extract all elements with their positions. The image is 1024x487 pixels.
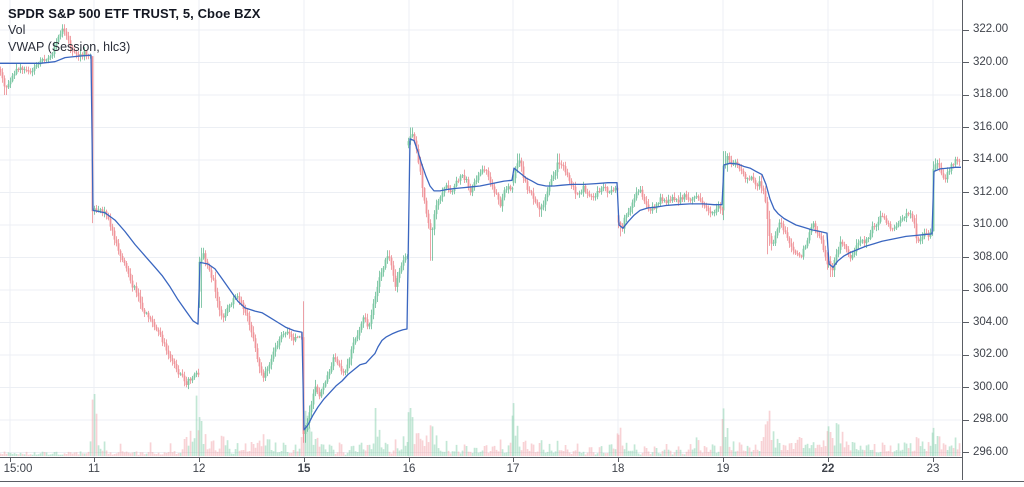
price-tick <box>963 224 969 226</box>
price-tick <box>963 452 969 453</box>
price-tick <box>963 192 969 193</box>
price-tick-label: 308.00 <box>973 250 1009 263</box>
time-tick <box>618 458 619 462</box>
price-tick-label: 304.00 <box>973 315 1009 328</box>
price-tick-label: 320.00 <box>973 55 1009 68</box>
price-tick <box>963 29 969 31</box>
time-tick-label: 18 <box>611 463 625 475</box>
time-tick <box>409 458 410 462</box>
time-tick <box>933 458 934 462</box>
price-tick <box>963 387 969 388</box>
volume-bars <box>0 392 961 456</box>
price-tick-label: 316.00 <box>973 120 1009 133</box>
price-tick <box>963 127 969 128</box>
time-axis[interactable]: 15:00 11 12 15 16 17 18 19 22 23 <box>0 457 1024 482</box>
time-tick-label: 11 <box>88 463 100 475</box>
price-tick-label: 314.00 <box>973 153 1009 165</box>
price-axis[interactable]: 322.00 320.00 318.00 316.00 314.00 312.00 310.… <box>962 0 1024 458</box>
time-tick <box>513 458 514 462</box>
price-tick-label: 296.00 <box>973 445 1009 458</box>
price-tick <box>963 62 969 63</box>
time-tick <box>94 458 95 462</box>
price-tick-label: 318.00 <box>973 88 1009 100</box>
vwap-line <box>0 54 961 431</box>
time-tick-label: 16 <box>402 463 416 475</box>
time-tick <box>723 458 724 462</box>
candles <box>0 24 961 443</box>
time-tick <box>304 458 305 462</box>
time-tick-label: 19 <box>716 463 730 475</box>
time-tick-label: 15:00 <box>3 463 33 475</box>
price-tick-label: 310.00 <box>973 218 1009 230</box>
time-tick-label: 17 <box>506 463 520 475</box>
axis-corner <box>962 457 1024 480</box>
price-tick <box>963 322 969 323</box>
price-tick-label: 306.00 <box>973 283 1009 295</box>
time-tick <box>199 458 200 462</box>
price-tick-label: 312.00 <box>973 185 1009 198</box>
price-tick <box>963 354 969 356</box>
grid-lines <box>0 0 961 457</box>
time-tick-label: 23 <box>926 463 940 475</box>
time-tick-label: 15 <box>297 463 311 475</box>
legend-vwap-indicator[interactable]: VWAP (Session, hlc3) <box>8 40 131 54</box>
price-tick <box>963 94 969 96</box>
time-tick <box>828 458 829 462</box>
price-tick <box>963 257 969 258</box>
price-tick <box>963 289 969 291</box>
price-tick-label: 300.00 <box>973 380 1009 393</box>
price-tick-label: 322.00 <box>973 23 1009 35</box>
legend-volume-indicator[interactable]: Vol <box>8 23 26 37</box>
legend: SPDR S&P 500 ETF TRUST, 5, Cboe BZX Vol … <box>8 5 260 56</box>
time-tick <box>10 458 11 462</box>
time-tick-label: 22 <box>821 463 835 475</box>
price-tick <box>963 419 969 421</box>
symbol-title[interactable]: SPDR S&P 500 ETF TRUST, 5, Cboe BZX <box>8 6 261 21</box>
price-tick-label: 302.00 <box>973 348 1009 360</box>
price-tick <box>963 159 969 161</box>
time-tick-label: 12 <box>192 463 206 475</box>
price-tick-label: 298.00 <box>973 413 1009 425</box>
